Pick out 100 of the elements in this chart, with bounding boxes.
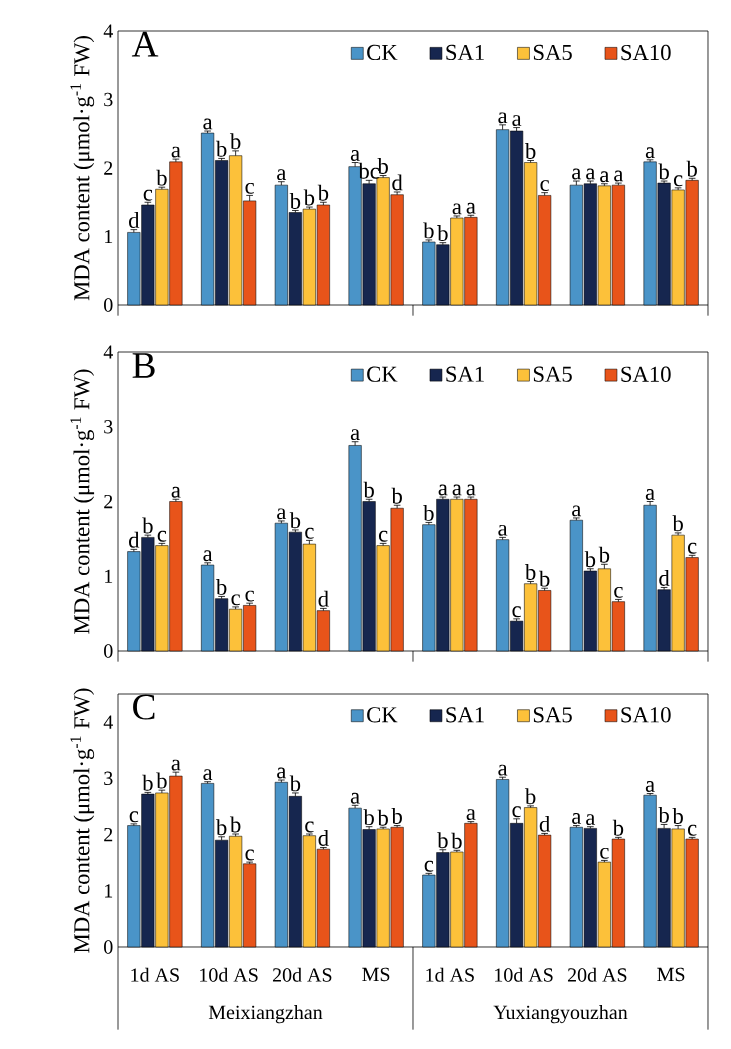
data-label: c — [245, 590, 254, 602]
y-axis-title: MDA content (μmol·g$^{-1}$ FW) — [70, 36, 95, 301]
data-label: b — [391, 808, 402, 824]
data-label: a — [645, 489, 655, 500]
x-tick-label: 1d AS — [426, 967, 474, 982]
y-tick-label: 3 — [104, 92, 113, 107]
data-label: a — [350, 792, 360, 804]
data-label: b — [584, 551, 596, 568]
data-label: a — [438, 484, 448, 496]
data-label: b — [317, 184, 329, 201]
y-tick-label: 0 — [104, 644, 113, 658]
data-label: a — [614, 170, 624, 182]
data-label: d — [539, 815, 551, 832]
text: Yuxiangyouzhan — [493, 1005, 628, 1024]
legend-label: SA5 — [533, 44, 572, 61]
data-label: b — [423, 222, 434, 239]
data-label: b — [598, 546, 610, 563]
legend-label: SA5 — [533, 366, 572, 382]
y-tick-label: 4 — [103, 24, 113, 38]
y-tick-label: 2 — [104, 494, 113, 509]
x-tick-label: 10d AS — [495, 967, 553, 982]
data-label: b — [524, 563, 536, 580]
data-label: b — [612, 819, 624, 836]
data-label: a — [171, 146, 181, 158]
data-label: d — [392, 174, 403, 191]
data-label: a — [171, 759, 181, 771]
data-label: a — [512, 115, 522, 126]
x-tick-label: 1d AS — [131, 967, 179, 982]
data-label: a — [203, 550, 213, 562]
y-tick-label: 1 — [105, 569, 113, 583]
legend-label: CK — [367, 707, 398, 723]
data-label: a — [452, 484, 462, 496]
legend-label: CK — [367, 44, 398, 61]
data-label: b — [215, 140, 227, 157]
x-tick-label: MS — [362, 967, 390, 982]
data-label: a — [645, 781, 655, 792]
data-label: b — [524, 788, 536, 805]
data-label: d — [318, 829, 329, 846]
data-label: b — [289, 775, 301, 792]
y-tick-label: 1 — [105, 229, 113, 244]
data-label: b — [377, 157, 388, 174]
chart-title: A — [131, 31, 159, 57]
data-label: a — [171, 486, 181, 498]
data-label: a — [350, 429, 360, 441]
data-label: a — [203, 118, 213, 130]
data-label: b — [686, 160, 697, 177]
data-label: b — [229, 816, 241, 833]
data-label: a — [600, 171, 610, 183]
data-label: c — [157, 530, 167, 542]
x-tick-label: MS — [657, 967, 685, 982]
data-label: b — [658, 163, 669, 180]
data-label: c — [305, 527, 314, 539]
data-label: a — [572, 813, 582, 824]
data-label: c — [305, 821, 314, 833]
data-label: b — [289, 512, 301, 529]
data-label: a — [572, 505, 582, 517]
data-label: a — [572, 168, 582, 180]
x-tick-label: 10d AS — [200, 967, 258, 982]
data-label: c — [129, 811, 139, 823]
chart-title: C — [133, 694, 155, 720]
data-label: b — [156, 772, 167, 789]
data-label: a — [350, 150, 360, 161]
y-tick-label: 3 — [104, 420, 113, 434]
y-axis-title: MDA content (μmol·g$^{-1}$ FW) — [70, 369, 95, 634]
data-label: c — [614, 586, 623, 598]
data-label: a — [498, 764, 508, 776]
legend-label: SA1 — [446, 707, 484, 723]
data-label: b — [524, 142, 536, 159]
data-label: a — [645, 147, 655, 159]
data-label: b — [451, 832, 462, 849]
data-label: c — [512, 606, 521, 618]
y-tick-label: 0 — [104, 298, 113, 312]
x-tick-label: 20d AS — [272, 967, 332, 982]
data-label: c — [600, 847, 609, 859]
y-tick-label: 2 — [104, 827, 113, 842]
y-tick-label: 3 — [104, 771, 113, 786]
data-label: b — [229, 133, 241, 150]
data-label: a — [452, 203, 462, 215]
y-tick-label: 0 — [104, 940, 113, 954]
data-label: b — [437, 225, 448, 242]
data-label: b — [363, 809, 374, 826]
data-label: d — [659, 569, 670, 586]
data-label: a — [277, 508, 287, 520]
data-label: b — [672, 808, 683, 824]
data-label: b — [142, 774, 153, 791]
data-label: b — [303, 189, 315, 206]
data-label: a — [498, 524, 508, 536]
data-label: a — [466, 202, 476, 214]
data-label: a — [586, 168, 596, 180]
legend-label: SA1 — [446, 366, 484, 382]
data-label: a — [466, 484, 476, 496]
y-axis-title: MDA content (μmol·g$^{-1}$ FW) — [70, 688, 95, 953]
data-label: c — [378, 530, 388, 542]
data-label: b — [437, 832, 448, 849]
data-label: a — [277, 169, 287, 181]
legend-label: SA10 — [621, 366, 671, 382]
data-label: b — [289, 192, 301, 209]
data-label: b — [215, 819, 227, 836]
data-label: c — [687, 542, 697, 554]
data-label: b — [658, 806, 669, 823]
